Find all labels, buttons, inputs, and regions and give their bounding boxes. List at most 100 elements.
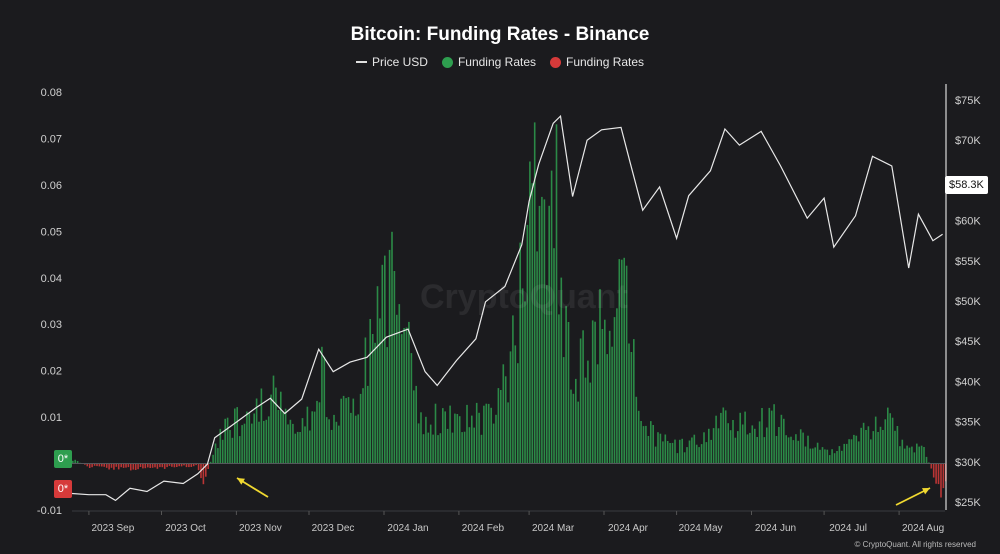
funding-bar bbox=[415, 385, 417, 464]
legend-label-funding-positive: Funding Rates bbox=[457, 55, 536, 69]
funding-bar bbox=[159, 463, 161, 468]
funding-bar bbox=[246, 411, 248, 464]
chart-title: Bitcoin: Funding Rates - Binance bbox=[350, 24, 650, 45]
funding-bar bbox=[86, 463, 89, 467]
funding-bar bbox=[715, 415, 717, 464]
funding-bar bbox=[405, 327, 408, 464]
funding-bar bbox=[749, 432, 751, 464]
funding-bar bbox=[896, 426, 899, 464]
funding-bar bbox=[335, 421, 338, 464]
funding-bar bbox=[809, 448, 812, 464]
x-tick-label: 2024 Aug bbox=[902, 523, 944, 534]
legend-item-funding-negative[interactable]: Funding Rates bbox=[550, 55, 644, 69]
funding-bar bbox=[284, 408, 287, 464]
x-tick-label: 2024 May bbox=[679, 523, 723, 534]
funding-bar bbox=[688, 440, 691, 464]
funding-bar bbox=[289, 419, 292, 464]
funding-bar bbox=[115, 463, 118, 467]
funding-bar bbox=[432, 434, 434, 464]
funding-bar bbox=[831, 449, 833, 464]
funding-bar bbox=[265, 419, 268, 464]
funding-bar bbox=[367, 385, 369, 464]
funding-bar bbox=[877, 432, 879, 464]
funding-bar bbox=[739, 412, 741, 464]
funding-bar bbox=[567, 322, 570, 464]
funding-bar bbox=[420, 412, 422, 464]
funding-bar bbox=[490, 407, 492, 464]
funding-bar bbox=[487, 403, 490, 464]
funding-bar bbox=[299, 432, 301, 464]
funding-bar bbox=[741, 424, 744, 464]
funding-bar bbox=[616, 308, 618, 464]
funding-bar bbox=[720, 412, 722, 464]
funding-bar bbox=[763, 437, 766, 464]
funding-bar bbox=[541, 196, 543, 464]
funding-bar bbox=[889, 413, 891, 464]
y-right-tick-label: $25K bbox=[955, 497, 981, 509]
funding-bar bbox=[601, 329, 604, 464]
funding-bar bbox=[591, 320, 594, 464]
zero-badge-negative: 0* bbox=[54, 480, 72, 498]
funding-bar bbox=[147, 463, 149, 468]
funding-bar bbox=[754, 428, 756, 464]
funding-bar bbox=[582, 330, 584, 464]
funding-bar bbox=[323, 356, 326, 464]
funding-bar bbox=[253, 413, 255, 464]
funding-bar bbox=[434, 403, 437, 464]
funding-bar bbox=[596, 364, 599, 464]
funding-bar bbox=[913, 452, 916, 464]
funding-bar bbox=[171, 463, 173, 467]
funding-bar bbox=[371, 334, 374, 464]
funding-bar bbox=[841, 450, 843, 464]
funding-bar bbox=[918, 446, 920, 464]
funding-bar bbox=[231, 437, 234, 464]
funding-bar bbox=[700, 444, 703, 464]
funding-bar bbox=[654, 446, 657, 464]
funding-bar bbox=[422, 434, 425, 464]
funding-bar bbox=[207, 463, 209, 469]
funding-bar bbox=[364, 337, 367, 464]
funding-bar bbox=[669, 443, 671, 464]
legend-item-price[interactable]: Price USD bbox=[355, 55, 428, 69]
funding-bar bbox=[384, 255, 386, 464]
funding-bar bbox=[410, 353, 413, 464]
funding-bar bbox=[558, 314, 560, 464]
funding-bar bbox=[633, 339, 635, 464]
funding-bar bbox=[872, 431, 875, 464]
funding-bar bbox=[768, 407, 771, 464]
funding-bar bbox=[693, 434, 696, 464]
funding-bar bbox=[108, 463, 110, 470]
funding-bar bbox=[258, 421, 260, 464]
funding-bar bbox=[751, 425, 754, 464]
funding-bar bbox=[451, 432, 454, 464]
y-left-tick-label: 0.03 bbox=[41, 319, 62, 331]
funding-bar bbox=[773, 404, 775, 464]
funding-bar bbox=[458, 416, 461, 464]
funding-bar bbox=[746, 434, 749, 464]
funding-bar bbox=[338, 425, 340, 464]
funding-bar bbox=[717, 428, 720, 464]
funding-bar bbox=[780, 414, 783, 464]
funding-bar bbox=[804, 446, 807, 464]
funding-bar bbox=[635, 396, 638, 464]
funding-bar bbox=[756, 437, 758, 464]
funding-bar bbox=[76, 461, 79, 464]
funding-bar bbox=[645, 425, 647, 464]
annotation-arrow-head bbox=[237, 478, 245, 485]
funding-bar bbox=[183, 463, 185, 466]
funding-bar bbox=[874, 416, 877, 464]
funding-bar bbox=[263, 420, 265, 464]
funding-bar bbox=[125, 463, 127, 468]
funding-bar bbox=[901, 439, 904, 464]
legend-item-funding-positive[interactable]: Funding Rates bbox=[441, 55, 536, 69]
y-left-tick-label: 0.04 bbox=[41, 273, 62, 285]
funding-bar bbox=[550, 170, 553, 464]
y-left-tick-label: 0.06 bbox=[41, 180, 62, 192]
funding-bar bbox=[792, 440, 795, 464]
funding-bar bbox=[906, 445, 908, 464]
funding-bar bbox=[579, 338, 582, 464]
funding-bar bbox=[683, 452, 686, 464]
funding-bar bbox=[473, 427, 475, 464]
funding-bar bbox=[178, 463, 180, 467]
funding-bar bbox=[251, 423, 253, 464]
